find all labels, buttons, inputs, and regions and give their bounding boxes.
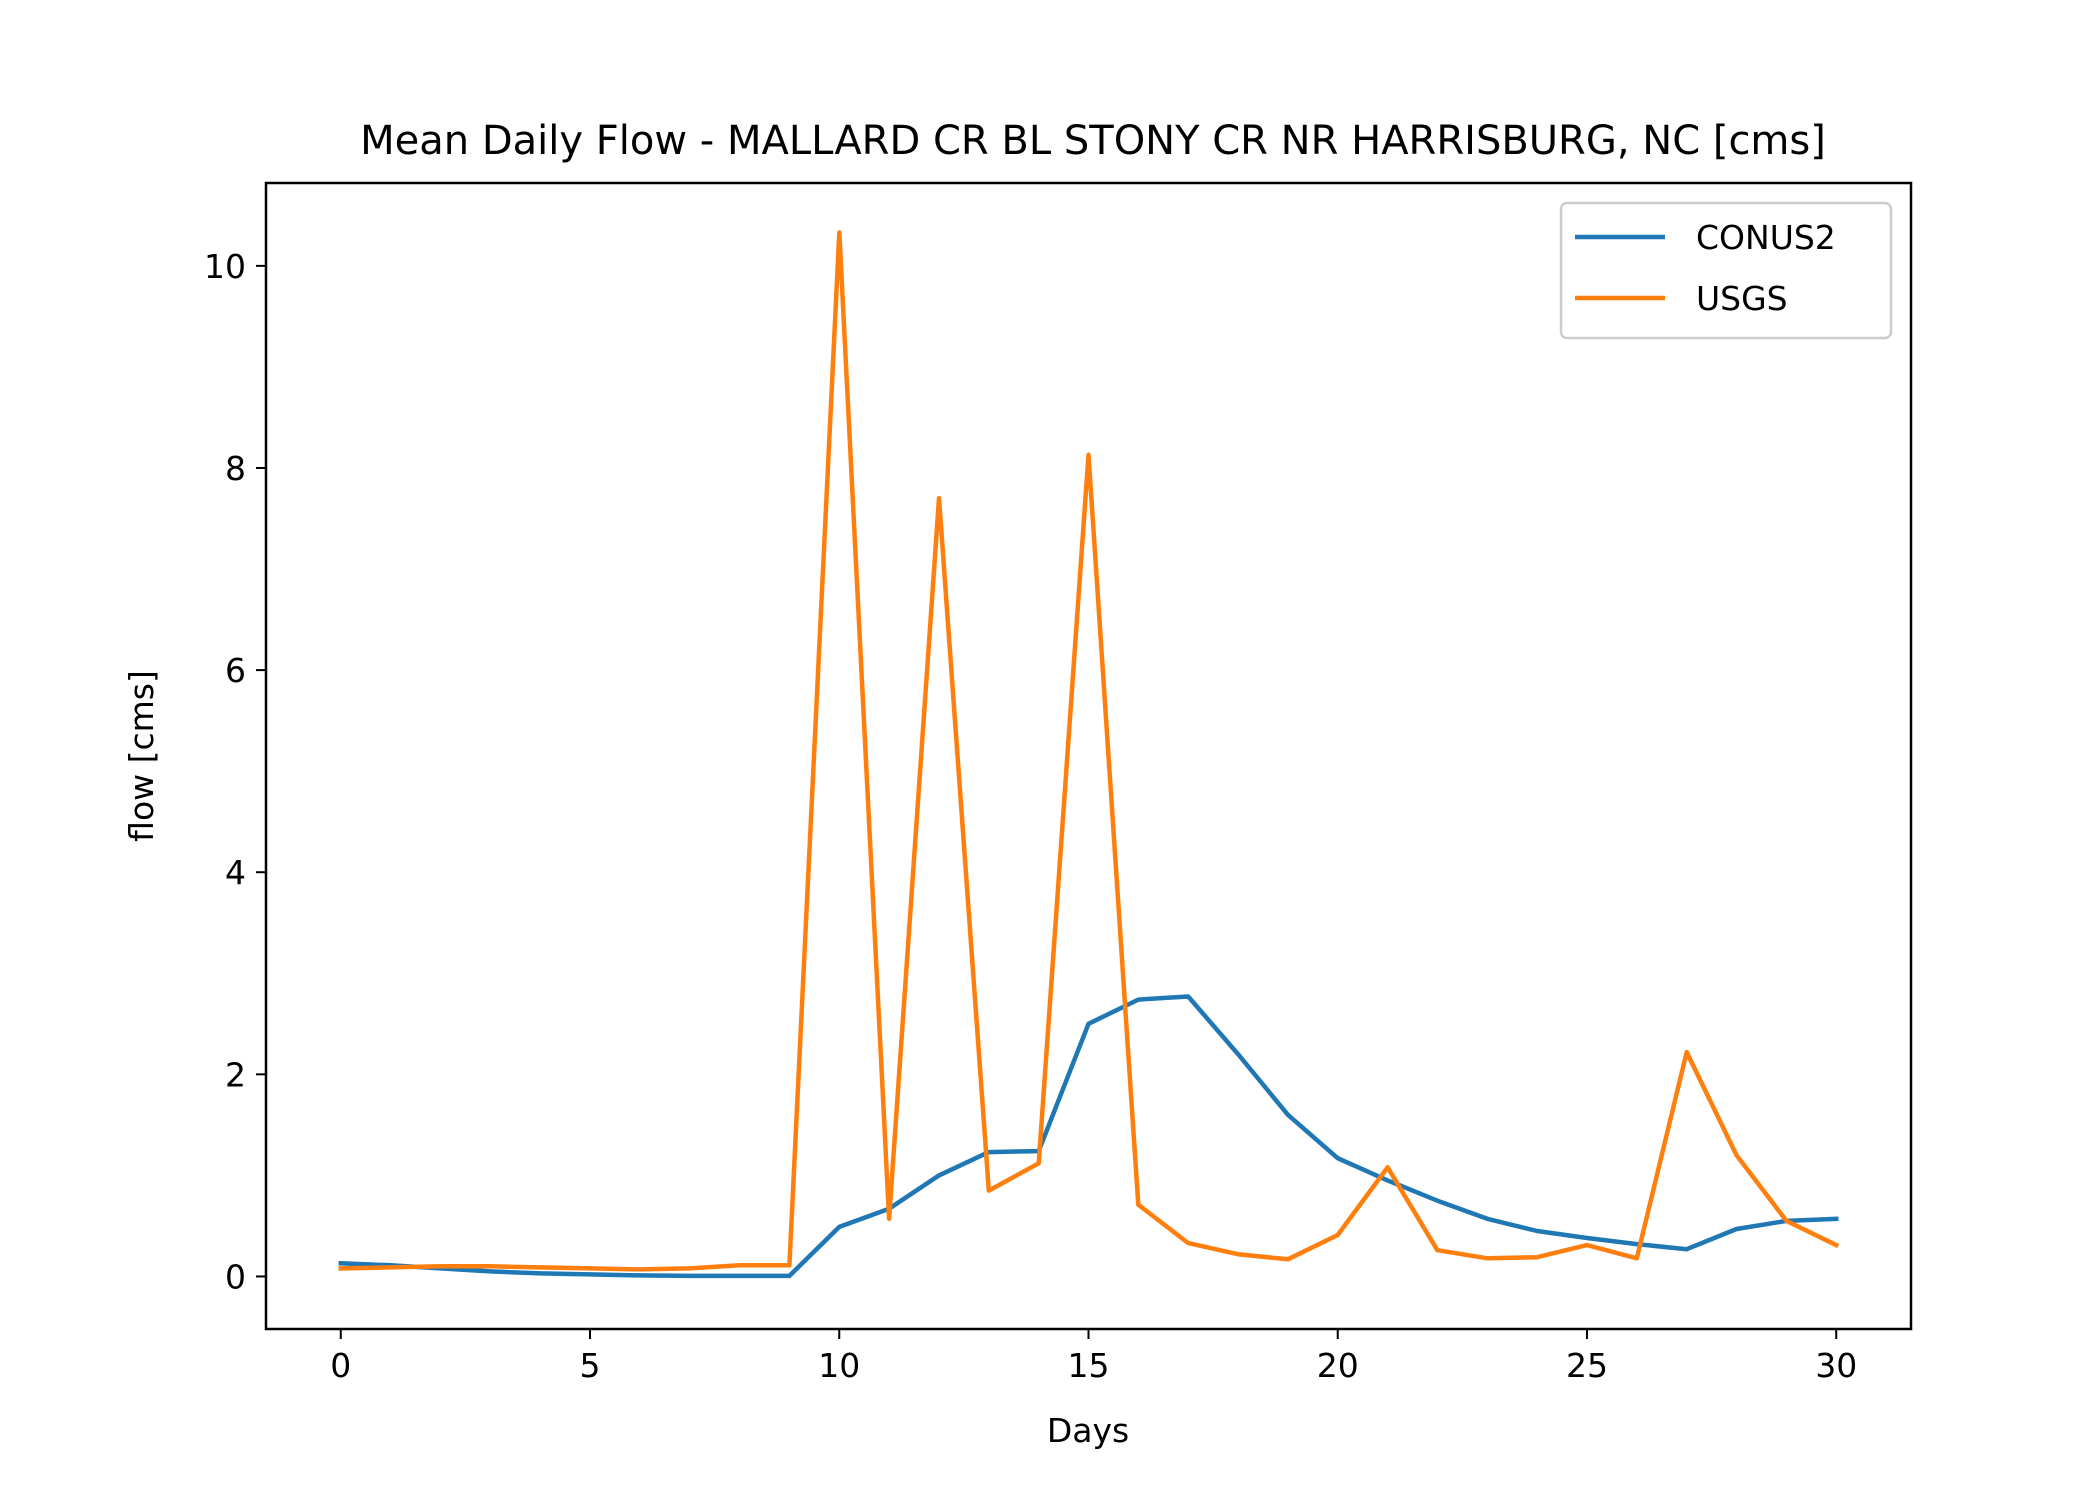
y-tick-label: 10	[204, 247, 246, 286]
x-tick-label: 10	[818, 1346, 860, 1385]
y-axis: 0 2 4 6 8 10	[204, 247, 266, 1296]
x-tick-label: 20	[1317, 1346, 1359, 1385]
x-tick-label: 0	[330, 1346, 351, 1385]
legend: CONUS2 USGS	[1559, 201, 1893, 340]
y-tick-label: 8	[225, 449, 246, 488]
y-tick-label: 2	[225, 1055, 246, 1094]
y-tick-label: 4	[225, 853, 246, 892]
series-line-usgs	[338, 230, 1840, 1272]
chart-title: Mean Daily Flow - MALLARD CR BL STONY CR…	[360, 118, 1826, 164]
x-tick-label: 5	[580, 1346, 601, 1385]
x-axis-label: Days	[1047, 1411, 1129, 1450]
y-tick-label: 6	[225, 651, 246, 690]
series-layer	[338, 230, 1840, 1279]
y-tick-label: 0	[225, 1257, 246, 1296]
x-axis: 0 5 10 15 20 25 30	[330, 1329, 1857, 1385]
legend-label-usgs: USGS	[1696, 279, 1788, 318]
x-tick-label: 15	[1068, 1346, 1110, 1385]
x-tick-label: 25	[1566, 1346, 1608, 1385]
series-line-conus2	[338, 994, 1839, 1279]
y-axis-label: flow [cms]	[122, 670, 161, 842]
legend-label-conus2: CONUS2	[1696, 218, 1836, 257]
x-tick-label: 30	[1815, 1346, 1857, 1385]
